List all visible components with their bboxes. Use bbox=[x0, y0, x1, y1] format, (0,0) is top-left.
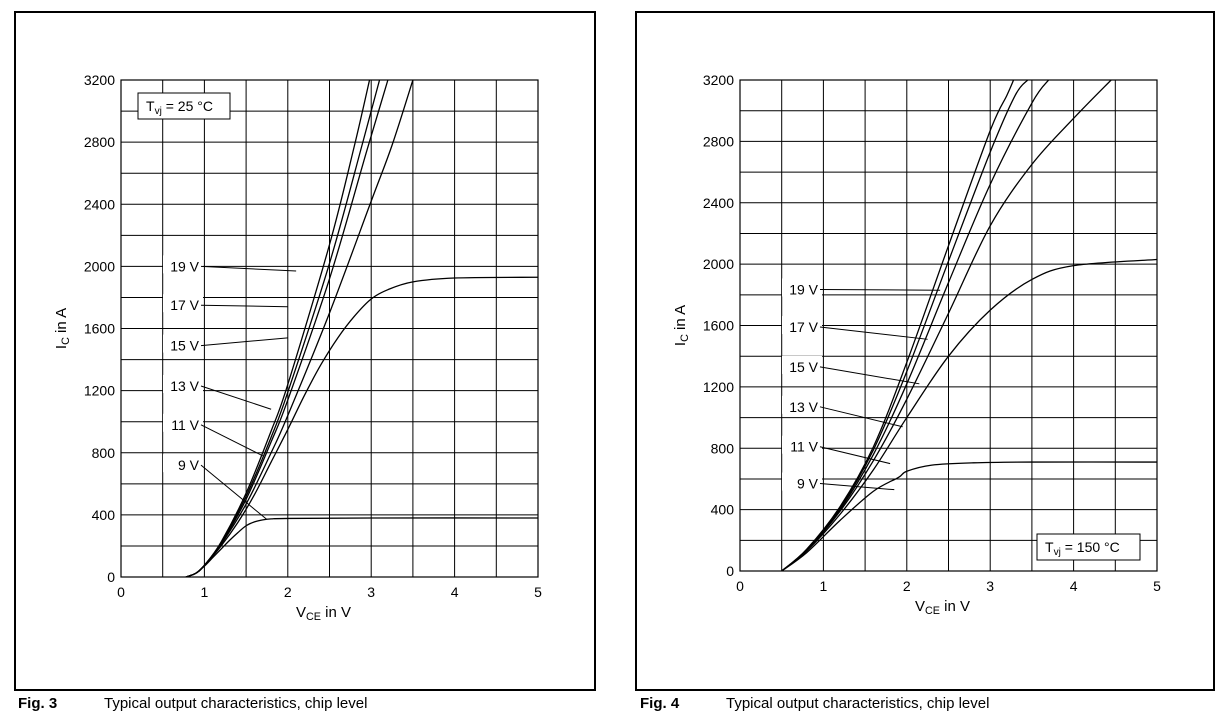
fig4-curve-19v bbox=[781, 80, 1015, 571]
fig4-temperature-box bbox=[1036, 533, 1141, 561]
fig4-curve-label: 19 V bbox=[789, 281, 818, 297]
fig4-y-tick-label: 0 bbox=[726, 563, 734, 579]
fig3-curve-label-bg bbox=[163, 454, 203, 473]
fig3-curve-label-leader bbox=[200, 464, 268, 520]
fig4-x-tick-label: 1 bbox=[820, 578, 828, 594]
fig3-curve-label-bg bbox=[163, 294, 203, 313]
fig4-curve-label-leader bbox=[819, 446, 891, 465]
fig3-plot-border bbox=[120, 79, 539, 578]
fig4-curve-label-bg bbox=[782, 472, 822, 491]
fig4-temperature-label: Tvj = 150 °C bbox=[1045, 539, 1120, 558]
fig3-curve-label: 17 V bbox=[170, 297, 199, 313]
fig3-x-tick-label: 3 bbox=[367, 584, 375, 600]
fig3-y-tick-label: 2000 bbox=[84, 258, 115, 274]
fig3-y-tick-label: 2400 bbox=[84, 196, 115, 212]
fig3-x-axis-label: VCE in V bbox=[296, 604, 351, 623]
figure-3-number: Fig. 3 bbox=[18, 695, 58, 712]
fig4-y-tick-label: 400 bbox=[711, 502, 735, 518]
fig4-y-tick-label: 2400 bbox=[703, 195, 734, 211]
fig3-x-tick-label: 4 bbox=[451, 584, 459, 600]
figure-3-caption: Fig. 3 Typical output characteristics, ch… bbox=[18, 695, 367, 712]
fig3-curve-label-leader bbox=[200, 385, 272, 410]
fig3-curve-label: 19 V bbox=[170, 258, 199, 274]
fig4-grid bbox=[739, 79, 1158, 572]
fig3-curve-label-bg bbox=[163, 334, 203, 353]
fig3-curve-19v bbox=[185, 80, 371, 577]
fig4-curve-label: 11 V bbox=[790, 439, 818, 455]
fig4-curve-label: 9 V bbox=[797, 476, 819, 492]
fig3-curve-label-bg bbox=[163, 255, 203, 274]
fig3-curve-label: 9 V bbox=[178, 457, 200, 473]
fig4-y-tick-label: 2800 bbox=[703, 133, 734, 149]
fig4-curves bbox=[781, 80, 1157, 571]
fig4-curve-label-bg bbox=[782, 435, 822, 454]
fig3-x-tick-label: 1 bbox=[201, 584, 209, 600]
fig3-curve-label: 11 V bbox=[171, 417, 199, 433]
fig3-curve-label-bg bbox=[163, 413, 203, 432]
fig4-curve-label-bg bbox=[782, 316, 822, 335]
fig4-curve-label-bg bbox=[782, 395, 822, 414]
figure-3-caption-text: Typical output characteristics, chip lev… bbox=[104, 695, 368, 712]
fig4-x-tick-label: 0 bbox=[736, 578, 744, 594]
fig3-y-tick-label: 2800 bbox=[84, 134, 115, 150]
fig4-curve-label-bg bbox=[782, 278, 822, 297]
fig4-y-tick-label: 800 bbox=[711, 440, 735, 456]
fig4-curve-label-leader bbox=[819, 366, 920, 385]
fig3-curve-label: 13 V bbox=[170, 378, 199, 394]
fig4-curve-label: 13 V bbox=[789, 399, 818, 415]
figure-4-caption-text: Typical output characteristics, chip lev… bbox=[726, 695, 990, 712]
fig3-curve-label: 15 V bbox=[170, 338, 199, 354]
fig3-curve-label-leader bbox=[200, 424, 264, 457]
fig3-y-tick-label: 1200 bbox=[84, 383, 115, 399]
figure-4-caption: Fig. 4 Typical output characteristics, ch… bbox=[640, 695, 989, 712]
fig3-temperature-box bbox=[137, 92, 231, 120]
fig4-curve-label-bg bbox=[782, 355, 822, 374]
fig3-x-tick-label: 0 bbox=[117, 584, 125, 600]
fig4-x-tick-label: 3 bbox=[986, 578, 994, 594]
fig3-curve-label-bg bbox=[163, 374, 203, 393]
fig3-curve-9v bbox=[185, 517, 538, 577]
fig3-y-tick-label: 800 bbox=[92, 445, 116, 461]
fig4-curve-label-leader bbox=[819, 406, 903, 428]
fig4-y-tick-label: 2000 bbox=[703, 256, 734, 272]
fig3-temperature-label: Tvj = 25 °C bbox=[146, 98, 213, 117]
figure-4-number: Fig. 4 bbox=[640, 695, 680, 712]
fig4-x-tick-label: 5 bbox=[1153, 578, 1161, 594]
fig3-y-tick-label: 0 bbox=[107, 569, 115, 585]
fig3-y-tick-label: 3200 bbox=[84, 72, 115, 88]
fig4-y-tick-label: 1200 bbox=[703, 379, 734, 395]
fig4-curve-label: 17 V bbox=[789, 319, 818, 335]
fig3-x-tick-label: 2 bbox=[284, 584, 292, 600]
fig3-y-tick-label: 400 bbox=[92, 507, 116, 523]
fig4-x-tick-label: 2 bbox=[903, 578, 911, 594]
fig4-plot-border bbox=[739, 79, 1158, 572]
fig4-curve-label: 15 V bbox=[789, 359, 818, 375]
fig4-curve-label-leader bbox=[819, 483, 895, 491]
fig4-x-axis-label: VCE in V bbox=[915, 598, 970, 617]
fig3-y-axis-label: IC in A bbox=[53, 308, 72, 349]
fig4-curve-label-leader bbox=[819, 326, 928, 340]
fig3-curves bbox=[185, 80, 538, 577]
fig4-curve-label-leader bbox=[819, 288, 941, 291]
fig3-x-tick-label: 5 bbox=[534, 584, 542, 600]
fig4-curve-9v bbox=[781, 461, 1157, 571]
figure-4-frame bbox=[635, 11, 1215, 691]
fig3-curve-label-leader bbox=[200, 304, 288, 308]
fig4-y-tick-label: 1600 bbox=[703, 318, 734, 334]
fig4-y-tick-label: 3200 bbox=[703, 72, 734, 88]
fig3-curve-label-leader bbox=[200, 337, 288, 347]
fig3-curve-label-leader bbox=[200, 265, 297, 272]
fig3-y-tick-label: 1600 bbox=[84, 321, 115, 337]
fig4-y-axis-label: IC in A bbox=[672, 305, 691, 346]
fig4-x-tick-label: 4 bbox=[1070, 578, 1078, 594]
fig4-curve-11v bbox=[781, 258, 1157, 571]
